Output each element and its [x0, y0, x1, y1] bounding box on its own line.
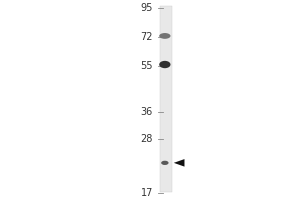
Text: 36: 36 [141, 107, 153, 117]
Polygon shape [174, 159, 184, 167]
Text: 55: 55 [140, 61, 153, 71]
Ellipse shape [161, 161, 169, 165]
Text: 17: 17 [141, 188, 153, 198]
Text: 72: 72 [140, 32, 153, 42]
Ellipse shape [159, 33, 170, 39]
Bar [160, 6, 172, 192]
Ellipse shape [159, 61, 170, 68]
Text: 95: 95 [141, 3, 153, 13]
Text: 28: 28 [141, 134, 153, 144]
